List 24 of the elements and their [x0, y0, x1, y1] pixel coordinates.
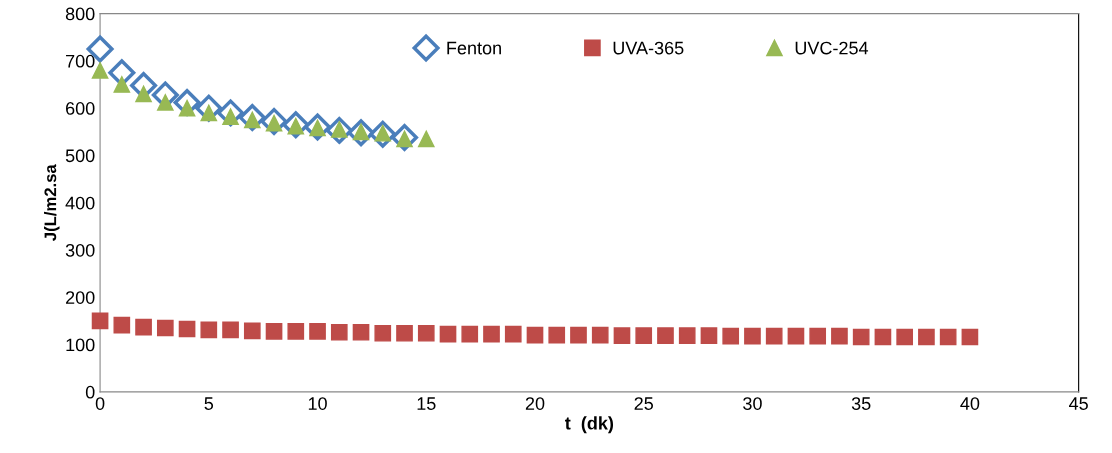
y-tick-label: 0 [85, 385, 95, 399]
y-tick-label: 200 [66, 291, 95, 304]
y-tick-label: 600 [66, 102, 95, 115]
y-tick-label: 400 [65, 196, 95, 210]
y-tick-label: 500 [65, 149, 95, 163]
x-tick-label: 40 [960, 397, 980, 410]
x-tick-label: 30 [743, 397, 762, 410]
x-axis-title: t (dk) [565, 416, 614, 434]
x-tick-label: 5 [204, 397, 214, 410]
y-tick-label: 700 [66, 54, 95, 68]
y-tick-label: 300 [65, 243, 95, 257]
x-tick-label: 20 [525, 397, 545, 410]
y-axis-title: J(L/m2.sa [44, 164, 60, 241]
y-tick-label: 100 [66, 338, 95, 352]
y-tick-label: 800 [65, 7, 95, 21]
x-tick-label: 10 [308, 397, 327, 410]
x-tick-label: 35 [851, 397, 871, 410]
legend-label: UVC-254 [795, 41, 869, 55]
legend-label: UVA-365 [613, 41, 684, 55]
x-tick-label: 25 [634, 397, 654, 410]
x-tick-label: 45 [1069, 397, 1088, 410]
x-tick-label: 15 [417, 397, 436, 410]
x-tick-label: 0 [95, 397, 105, 410]
legend-label: Fenton [447, 41, 501, 55]
